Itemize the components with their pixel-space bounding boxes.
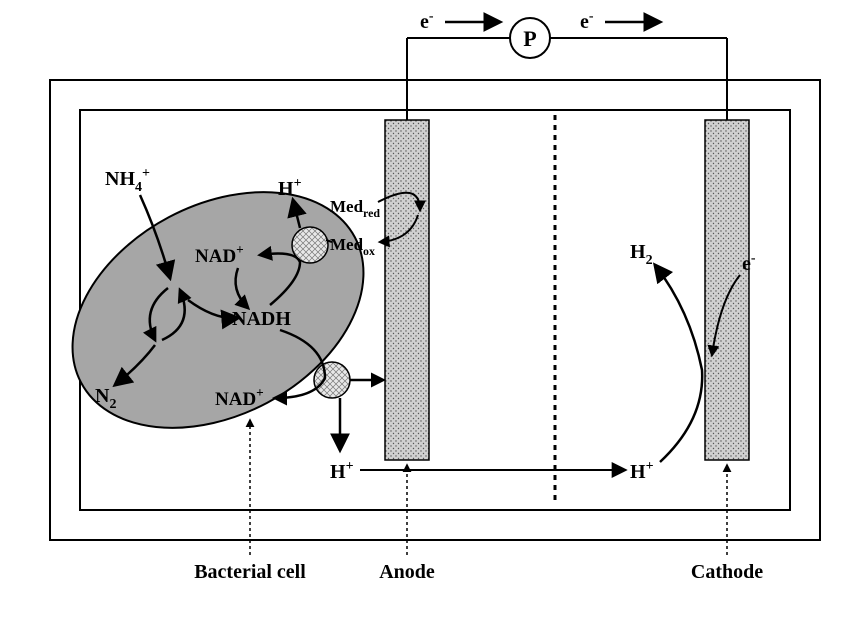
cathode-rect [705, 120, 749, 460]
e-right-label: e- [580, 9, 594, 33]
hplus2-label: H+ [630, 459, 654, 483]
hplus-bottom-label: H+ [330, 459, 354, 483]
enzyme-bottom [314, 362, 350, 398]
nh4-label: NH4+ [105, 166, 150, 195]
meter-label: P [523, 26, 536, 51]
diagram-svg: P e- e- NH4+ N2 NAD+ NADH NAD+ H+ [0, 0, 846, 621]
cathode-label: Cathode [691, 561, 763, 583]
anode-label: Anode [379, 561, 435, 583]
h2-label: H2 [630, 241, 653, 268]
bacterial-cell [32, 145, 404, 476]
e-left-label: e- [420, 9, 434, 33]
anode-rect [385, 120, 429, 460]
bacterial-label: Bacterial cell [194, 561, 306, 583]
e-cathode-label: e- [742, 251, 756, 275]
hplus-to-h2-arrow [655, 265, 702, 462]
nadh-label: NADH [232, 308, 291, 330]
